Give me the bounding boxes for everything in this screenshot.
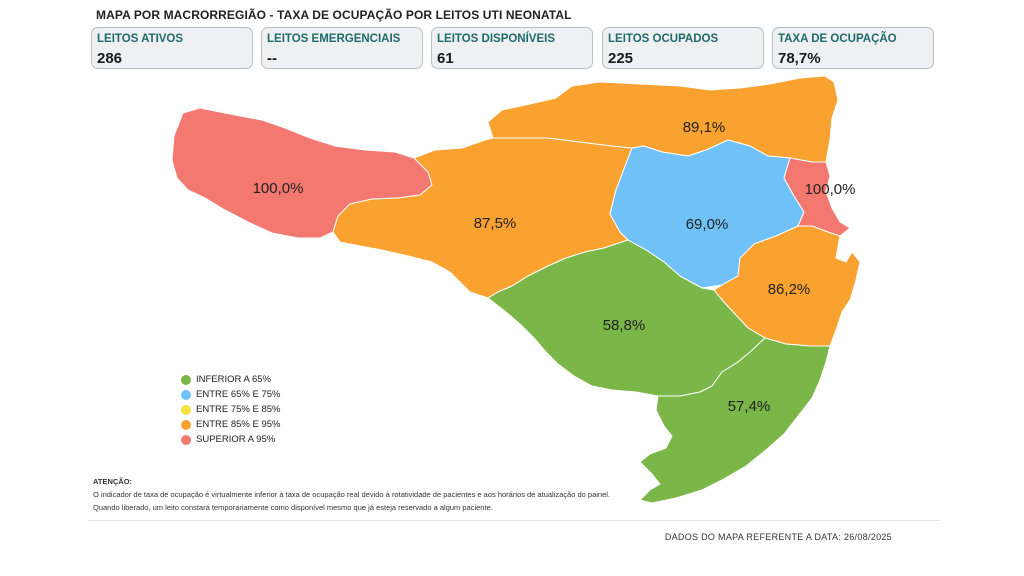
map-legend: INFERIOR A 65% ENTRE 65% E 75% ENTRE 75%… xyxy=(181,372,280,447)
legend-label: INFERIOR A 65% xyxy=(196,374,271,385)
region-label-serra-catarinense: 58,8% xyxy=(603,317,646,334)
kpi-leitos-ativos: LEITOS ATIVOS 286 xyxy=(91,27,253,69)
legend-item: ENTRE 85% E 95% xyxy=(181,417,280,432)
kpi-value: 61 xyxy=(437,50,454,67)
legend-item: ENTRE 75% E 85% xyxy=(181,402,280,417)
map-date-note: DADOS DO MAPA REFERENTE A DATA: 26/08/20… xyxy=(664,532,892,542)
region-sul[interactable] xyxy=(639,337,831,504)
region-foz-rio-itajai[interactable] xyxy=(783,157,851,237)
attention-line: Quando liberado, um leito constará tempo… xyxy=(93,503,493,512)
legend-item: INFERIOR A 65% xyxy=(181,372,280,387)
kpi-label: LEITOS OCUPADOS xyxy=(608,33,719,45)
legend-label: SUPERIOR A 95% xyxy=(196,434,276,445)
legend-dot-icon xyxy=(181,374,191,385)
legend-dot-icon xyxy=(181,434,191,445)
region-label-meio-oeste-serra: 87,5% xyxy=(474,215,517,232)
attention-line: O indicador de taxa de ocupação é virtua… xyxy=(93,490,611,499)
attention-note: ATENÇÃO: O indicador de taxa de ocupação… xyxy=(93,475,610,514)
legend-item: SUPERIOR A 95% xyxy=(181,432,280,447)
footer-divider xyxy=(88,520,940,521)
kpi-taxa-ocupacao: TAXA DE OCUPAÇÃO 78,7% xyxy=(772,27,934,69)
region-label-grande-oeste: 100,0% xyxy=(253,180,304,197)
legend-item: ENTRE 65% E 75% xyxy=(181,387,280,402)
legend-label: ENTRE 75% E 85% xyxy=(196,404,281,415)
region-label-planalto-norte-nordeste: 89,1% xyxy=(683,119,726,136)
legend-label: ENTRE 65% E 75% xyxy=(196,389,281,400)
kpi-value: 78,7% xyxy=(778,50,821,67)
kpi-value: -- xyxy=(267,50,277,67)
region-label-alto-vale-itajai: 69,0% xyxy=(686,216,729,233)
attention-heading: ATENÇÃO: xyxy=(93,477,133,486)
kpi-value: 286 xyxy=(97,50,123,67)
kpi-label: LEITOS ATIVOS xyxy=(97,33,184,45)
region-label-grande-florianopolis: 86,2% xyxy=(768,281,811,298)
kpi-label: LEITOS EMERGENCIAIS xyxy=(267,33,401,45)
region-label-foz-rio-itajai: 100,0% xyxy=(805,181,856,198)
kpi-leitos-disponiveis: LEITOS DISPONÍVEIS 61 xyxy=(431,27,593,69)
region-label-sul: 57,4% xyxy=(728,398,771,415)
legend-dot-icon xyxy=(181,419,191,430)
kpi-leitos-emergenciais: LEITOS EMERGENCIAIS -- xyxy=(261,27,423,69)
kpi-value: 225 xyxy=(608,50,634,67)
page-title: MAPA POR MACRORREGIÃO - TAXA DE OCUPAÇÃO… xyxy=(96,8,572,22)
legend-dot-icon xyxy=(181,404,191,415)
legend-label: ENTRE 85% E 95% xyxy=(196,419,281,430)
kpi-label: TAXA DE OCUPAÇÃO xyxy=(778,33,897,45)
kpi-leitos-ocupados: LEITOS OCUPADOS 225 xyxy=(602,27,764,69)
legend-dot-icon xyxy=(181,389,191,400)
kpi-label: LEITOS DISPONÍVEIS xyxy=(437,33,556,45)
